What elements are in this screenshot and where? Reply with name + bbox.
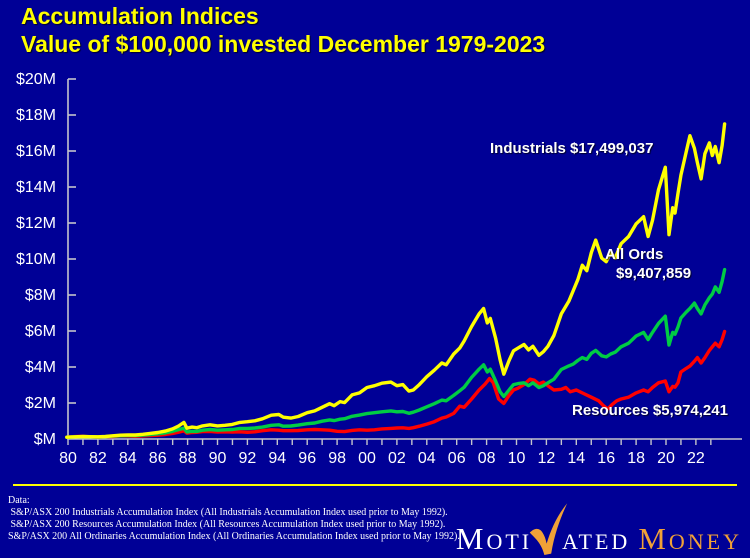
title-line-1: Accumulation Indices	[21, 3, 259, 29]
footer-divider-line	[13, 484, 737, 486]
x-tick-label: 04	[418, 450, 436, 467]
logo-text-ated: ated	[562, 521, 631, 556]
title-line-2: Value of $100,000 invested December 1979…	[21, 31, 546, 57]
data-note-allords: S&P/ASX 200 All Ordinaries Accumulation …	[8, 531, 460, 542]
industrials-line	[65, 122, 727, 439]
x-tick-label: 12	[538, 450, 556, 467]
data-note-industrials: S&P/ASX 200 Industrials Accumulation Ind…	[8, 507, 448, 518]
x-tick-label: 86	[149, 450, 167, 467]
x-tick-label: 94	[268, 450, 286, 467]
x-tick-label: 14	[567, 450, 585, 467]
x-tick-label: 84	[119, 450, 137, 467]
x-tick-label: 16	[597, 450, 615, 467]
slide-title: Accumulation Indices Value of $100,000 i…	[21, 2, 545, 58]
x-tick-label: 88	[179, 450, 197, 467]
y-tick-label: $6M	[25, 323, 56, 340]
x-tick-label: 92	[239, 450, 257, 467]
checkmark-icon	[529, 503, 568, 556]
data-source-notes: Data: S&P/ASX 200 Industrials Accumulati…	[8, 495, 460, 543]
x-tick-label: 02	[388, 450, 406, 467]
motivated-money-logo: Moti ated Money	[456, 490, 742, 558]
x-tick-label: 96	[298, 450, 316, 467]
y-tick-label: $2M	[25, 395, 56, 412]
logo-text-moti: Moti	[455, 521, 533, 556]
y-tick-label: $16M	[16, 143, 56, 160]
y-tick-label: $10M	[16, 251, 56, 268]
x-tick-label: 18	[627, 450, 645, 467]
logo-text-money: Money	[638, 521, 742, 556]
data-note-heading: Data:	[8, 495, 30, 506]
y-tick-label: $12M	[16, 215, 56, 232]
accumulation-chart: $M $2M $4M $6M $8M $10M $12M $14M $16M $18M $20M 80…	[16, 71, 742, 467]
x-tick-label: 90	[209, 450, 227, 467]
y-tick-label: $8M	[25, 287, 56, 304]
y-tick-label: $M	[34, 431, 56, 448]
resources-value-label: Resources $5,974,241	[572, 402, 728, 419]
y-tick-label: $20M	[16, 71, 56, 88]
x-tick-label: 22	[687, 450, 705, 467]
x-tick-label: 08	[478, 450, 496, 467]
x-tick-label: 20	[657, 450, 675, 467]
x-tick-label: 10	[508, 450, 526, 467]
y-tick-label: $14M	[16, 179, 56, 196]
x-tick-label: 80	[59, 450, 77, 467]
y-tick-label: $4M	[25, 359, 56, 376]
industrials-value-label: Industrials $17,499,037	[490, 140, 654, 157]
y-tick-label: $18M	[16, 107, 56, 124]
all-ords-line	[65, 267, 727, 439]
x-tick-label: 06	[448, 450, 466, 467]
x-tick-label: 98	[328, 450, 346, 467]
data-note-resources: S&P/ASX 200 Resources Accumulation Index…	[8, 519, 446, 530]
x-tick-label: 00	[358, 450, 376, 467]
allords-value-label: $9,407,859	[616, 265, 692, 282]
x-tick-label: 82	[89, 450, 107, 467]
allords-name-label: All Ords	[605, 246, 664, 263]
